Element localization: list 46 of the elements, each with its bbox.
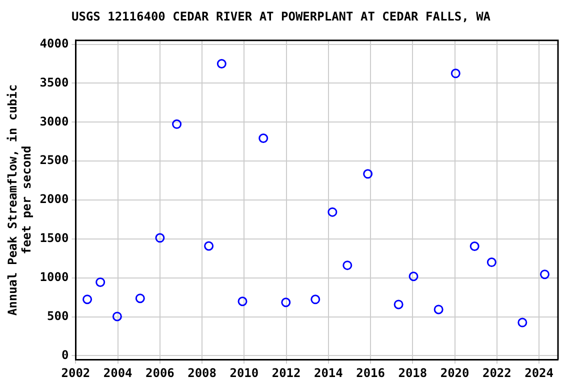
point <box>450 68 460 78</box>
point <box>394 300 404 310</box>
x-tick-label: 2020 <box>440 366 470 380</box>
point <box>155 233 165 243</box>
y-tick-label: 4000 <box>40 36 69 50</box>
x-tick-label: 2008 <box>188 366 217 380</box>
point <box>518 318 528 328</box>
point <box>363 169 373 179</box>
x-tick-label: 2022 <box>482 366 512 380</box>
point <box>310 294 320 304</box>
x-tick-label: 2006 <box>145 366 174 380</box>
point <box>258 134 268 144</box>
y-tick-label: 0 <box>61 348 69 362</box>
x-tick-label: 2010 <box>230 366 259 380</box>
y-tick-label: 500 <box>47 308 69 323</box>
y-tick-label: 1000 <box>40 270 69 284</box>
point <box>342 260 352 270</box>
point <box>112 312 122 322</box>
point <box>434 304 444 314</box>
point <box>135 294 145 304</box>
y-axis-title: Annual Peak Streamflow, in cubic feet per second <box>5 84 34 316</box>
x-tick-label: 2004 <box>103 366 132 380</box>
point <box>204 241 214 251</box>
y-tick-label: 2500 <box>40 153 69 168</box>
point <box>540 270 550 280</box>
y-tick-label: 2000 <box>40 192 69 206</box>
point <box>216 59 226 69</box>
y-tick-label: 3000 <box>40 114 69 128</box>
chart-title: USGS 12116400 CEDAR RIVER AT POWERPLANT AT CEDAR FALLS, WA <box>71 9 492 24</box>
x-tick-label: 2024 <box>524 366 554 380</box>
x-tick-label: 2012 <box>272 366 301 380</box>
y-tick-label: 1500 <box>40 231 69 246</box>
point <box>238 296 248 306</box>
x-tick-label: 2002 <box>61 366 90 380</box>
x-tick-label: 2014 <box>314 366 343 380</box>
x-tick-label: 2016 <box>356 366 386 380</box>
y-tick-label: 3500 <box>40 75 69 90</box>
point <box>281 298 291 308</box>
point <box>328 207 338 217</box>
x-tick-label: 2018 <box>398 366 428 380</box>
point <box>172 119 182 129</box>
point <box>470 241 480 251</box>
point <box>408 272 418 282</box>
point <box>486 258 496 268</box>
point <box>82 294 92 304</box>
point <box>96 277 106 287</box>
